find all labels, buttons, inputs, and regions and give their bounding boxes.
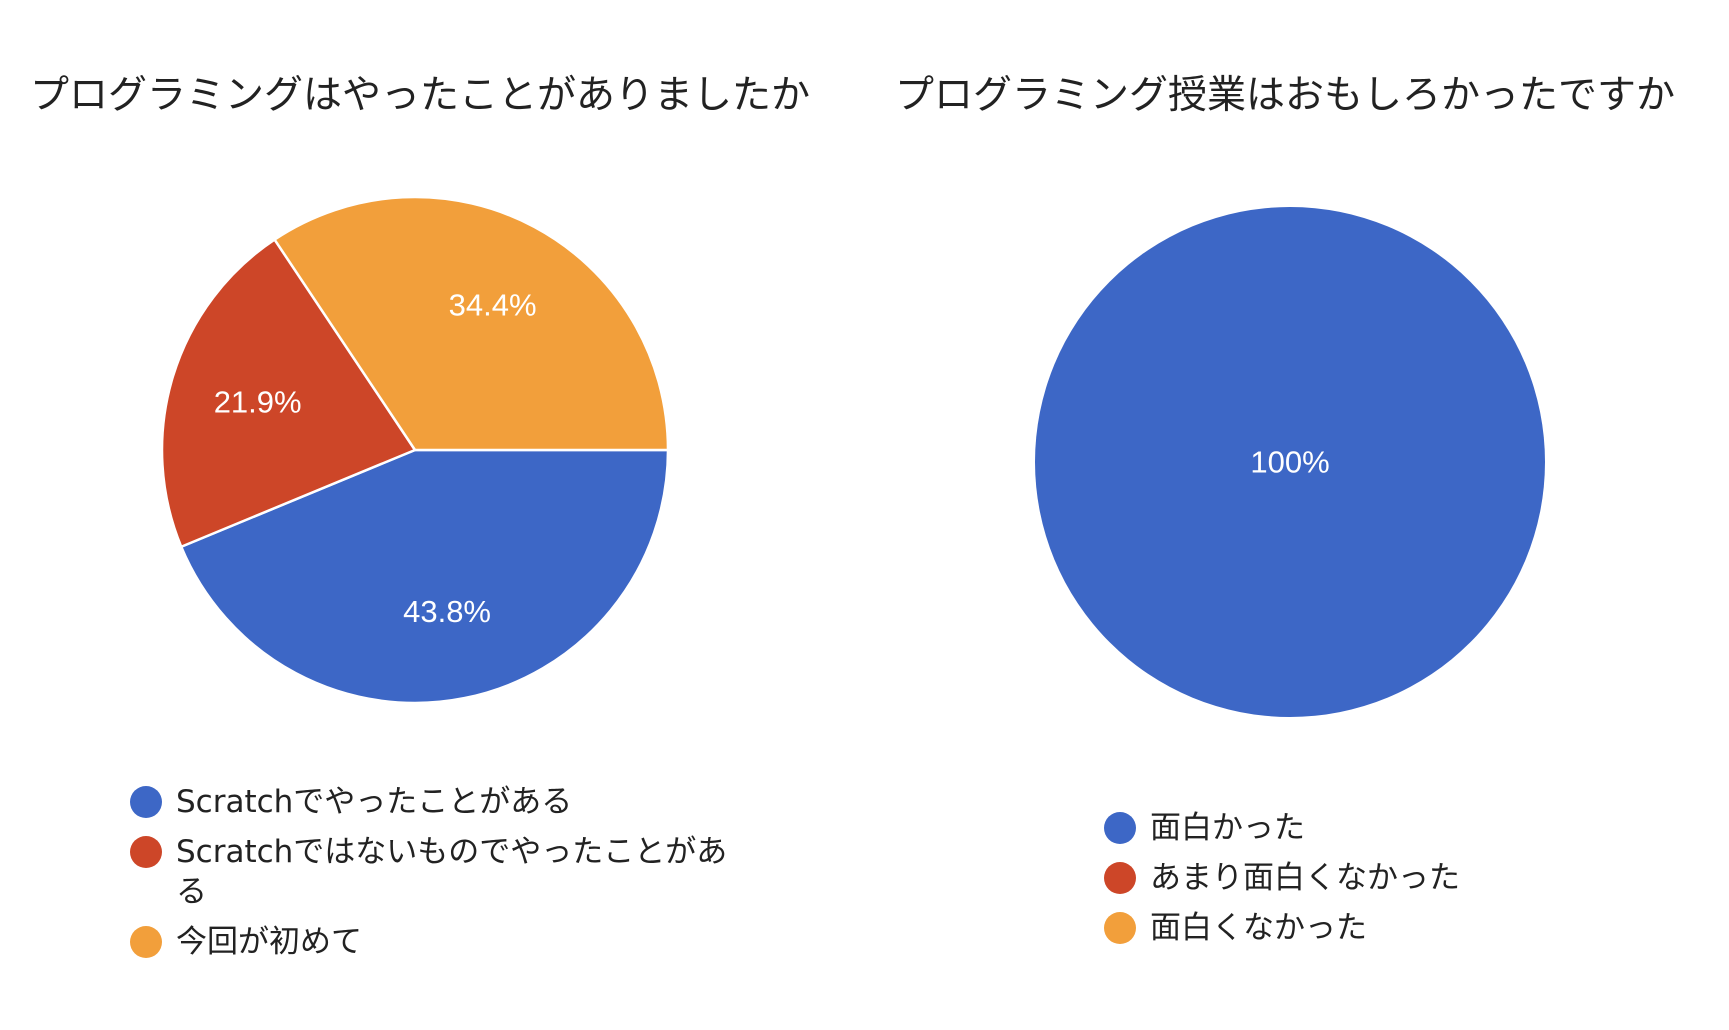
legend-swatch	[130, 926, 162, 958]
legend-label: あまり面白くなかった	[1150, 860, 1460, 896]
slice-percent-label: 21.9%	[214, 385, 302, 420]
legend-swatch	[1104, 812, 1136, 844]
legend-label: Scratchでやったことがある	[176, 784, 573, 820]
legend-label: 面白くなかった	[1150, 910, 1367, 946]
slice-percent-label: 100%	[1250, 445, 1329, 480]
legend-item: 面白くなかった	[1104, 908, 1664, 948]
pie-chart-enjoyment: 100%	[1035, 207, 1545, 717]
pie-slice	[160, 238, 417, 548]
legend: 面白かった あまり面白くなかった 面白くなかった	[1104, 808, 1664, 958]
legend: Scratchでやったことがある Scratchではないものでやったことがある …	[130, 782, 750, 972]
legend-swatch	[130, 836, 162, 868]
legend-swatch	[1104, 862, 1136, 894]
legend-item: Scratchでやったことがある	[130, 782, 750, 822]
legend-label: 面白かった	[1150, 810, 1305, 846]
pie-slice	[273, 195, 670, 452]
pie-slice	[1035, 207, 1545, 717]
pie-slice	[179, 448, 670, 705]
chart-title: プログラミングはやったことがありましたか	[30, 73, 811, 118]
legend-item: あまり面白くなかった	[1104, 858, 1664, 898]
slice-percent-label: 43.8%	[403, 594, 491, 629]
legend-swatch	[130, 786, 162, 818]
legend-swatch	[1104, 912, 1136, 944]
legend-item: 今回が初めて	[130, 922, 750, 962]
slice-percent-label: 34.4%	[449, 287, 537, 322]
legend-label: Scratchではないものでやったことがある	[176, 834, 728, 910]
chart-title: プログラミング授業はおもしろかったですか	[895, 73, 1676, 118]
legend-item: Scratchではないものでやったことがある	[130, 832, 750, 912]
pie-chart-experience: 43.8% 21.9% 34.4%	[160, 195, 670, 705]
legend-label: 今回が初めて	[176, 924, 362, 960]
legend-item: 面白かった	[1104, 808, 1664, 848]
